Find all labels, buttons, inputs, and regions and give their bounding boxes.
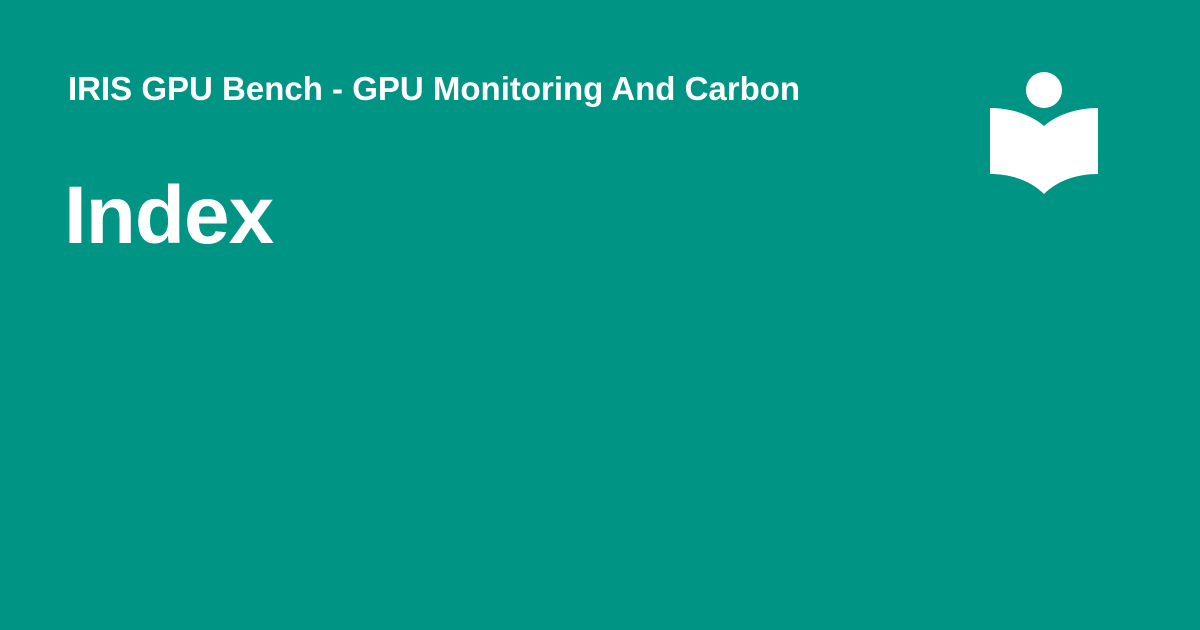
- page-title: Index: [64, 170, 274, 261]
- reader-book-icon: [990, 72, 1098, 194]
- site-title: IRIS GPU Bench - GPU Monitoring And Carb…: [68, 70, 801, 107]
